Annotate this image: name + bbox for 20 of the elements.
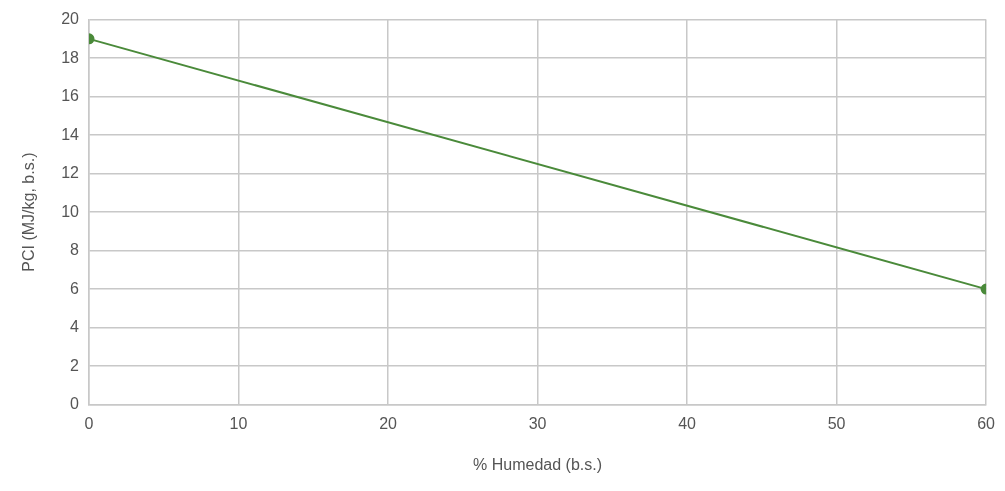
x-tick-label: 50 bbox=[827, 414, 846, 432]
x-axis-title: % Humedad (b.s.) bbox=[473, 455, 603, 473]
y-tick-label: 10 bbox=[61, 202, 80, 220]
y-tick-label: 2 bbox=[70, 356, 80, 374]
x-tick-label: 30 bbox=[528, 414, 547, 432]
y-tick-label: 6 bbox=[70, 279, 80, 297]
y-tick-label: 8 bbox=[70, 241, 80, 259]
y-tick-label: 0 bbox=[70, 395, 80, 413]
x-tick-label: 20 bbox=[379, 414, 398, 432]
x-tick-label: 60 bbox=[977, 414, 996, 432]
y-axis-title: PCI (MJ/kg, b.s.) bbox=[20, 152, 38, 272]
y-tick-label: 14 bbox=[61, 125, 80, 143]
x-tick-label: 0 bbox=[84, 414, 94, 432]
y-tick-label: 20 bbox=[61, 10, 80, 28]
x-tick-label: 10 bbox=[229, 414, 248, 432]
y-tick-label: 16 bbox=[61, 87, 80, 105]
y-tick-label: 12 bbox=[61, 164, 80, 182]
y-tick-label: 4 bbox=[70, 318, 80, 336]
x-tick-label: 40 bbox=[678, 414, 697, 432]
y-tick-label: 18 bbox=[61, 48, 80, 66]
